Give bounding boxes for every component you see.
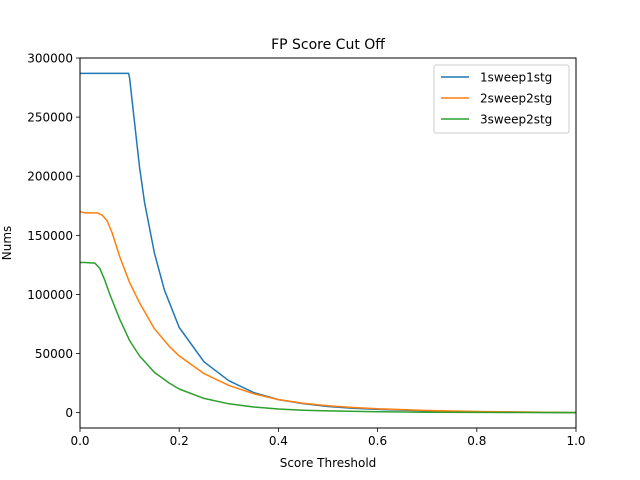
legend: 1sweep1stg 2sweep2stg 3sweep2stg [433, 64, 570, 134]
series-layer [79, 72, 577, 414]
x-axis-label: Score Threshold [280, 456, 377, 470]
legend-label: 1sweep1stg [480, 71, 552, 85]
y-tick-label: 300000 [27, 52, 73, 66]
plot-frame [79, 57, 577, 429]
y-tick-label: 150000 [27, 229, 73, 243]
x-tick-label: 0.8 [467, 434, 486, 448]
y-axis-label: Nums [0, 226, 14, 261]
x-tick-label: 0.6 [368, 434, 387, 448]
legend-label: 3sweep2stg [480, 113, 552, 127]
y-tick-label: 100000 [27, 288, 73, 302]
x-tick-label: 0.4 [269, 434, 288, 448]
chart-title: FP Score Cut Off [271, 37, 385, 53]
y-tick-label: 200000 [27, 170, 73, 184]
x-tick-label: 1.0 [566, 434, 585, 448]
series-line-2sweep2stg [79, 210, 577, 414]
y-tick-label: 50000 [35, 347, 73, 361]
legend-frame [433, 64, 570, 134]
y-tick-label: 250000 [27, 111, 73, 125]
y-axis: 0 50000 100000 150000 200000 250000 300000 [27, 52, 80, 420]
x-tick-label: 0.2 [170, 434, 189, 448]
legend-label: 2sweep2stg [480, 92, 552, 106]
x-tick-label: 0.0 [70, 434, 89, 448]
x-axis: 0.0 0.2 0.4 0.6 0.8 1.0 [70, 428, 586, 448]
y-tick-label: 0 [65, 406, 73, 420]
series-line-3sweep2stg [80, 261, 577, 414]
